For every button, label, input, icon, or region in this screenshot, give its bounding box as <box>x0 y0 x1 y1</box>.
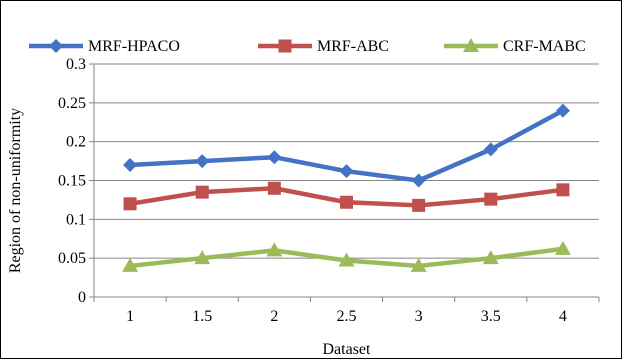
legend-marker <box>278 39 292 53</box>
data-point <box>556 183 570 197</box>
data-point <box>410 257 427 272</box>
data-point <box>338 252 355 267</box>
data-point <box>122 257 139 272</box>
data-point <box>195 185 209 199</box>
x-tick-label: 2 <box>270 308 278 325</box>
data-point <box>339 164 354 179</box>
legend: MRF-HPACO MRF-ABC CRF-MABC <box>29 38 586 55</box>
data-point <box>266 242 283 257</box>
legend-label: CRF-MABC <box>503 38 586 55</box>
data-point <box>554 240 571 255</box>
x-tick-label: 4 <box>559 308 567 325</box>
y-tick-label: 0.05 <box>58 250 86 267</box>
data-point <box>267 181 281 195</box>
y-tick-label: 0.25 <box>58 95 86 112</box>
x-tick-label: 3.5 <box>481 308 501 325</box>
data-point <box>123 157 138 172</box>
x-tick-label: 1.5 <box>192 308 212 325</box>
data-point <box>194 250 211 265</box>
legend-item: MRF-HPACO <box>29 38 180 55</box>
data-point <box>483 142 498 157</box>
legend-label: MRF-HPACO <box>88 38 180 55</box>
axes <box>89 63 600 302</box>
y-tick-label: 0.2 <box>66 134 86 151</box>
x-tick-label: 3 <box>415 308 423 325</box>
y-tick-label: 0.1 <box>66 211 86 228</box>
y-tick-label: 0.15 <box>58 173 86 190</box>
legend-label: MRF-ABC <box>317 38 389 55</box>
series-lines <box>122 103 571 272</box>
x-tick-label: 2.5 <box>337 308 357 325</box>
data-point <box>267 150 282 165</box>
y-tick-label: 0.3 <box>66 56 86 73</box>
x-axis-title: Dataset <box>323 341 372 358</box>
x-tick-label: 1 <box>126 308 134 325</box>
data-point <box>412 198 426 212</box>
data-point <box>555 103 570 118</box>
data-point <box>195 154 210 169</box>
legend-marker <box>49 39 63 53</box>
y-axis-title: Region of non-uniformity <box>7 108 24 273</box>
grid-lines <box>94 63 599 259</box>
data-point <box>340 195 353 209</box>
data-point <box>123 197 137 211</box>
data-point <box>411 173 426 188</box>
series-mrf-abc <box>123 181 570 212</box>
y-tick-label: 0 <box>78 289 86 306</box>
tick-labels: 0 0.05 0.1 0.15 0.2 0.25 0.3 1 1.5 2 2.5 3 3.5 4 <box>58 56 567 325</box>
data-point <box>484 192 498 206</box>
legend-marker <box>463 38 479 52</box>
data-point <box>482 250 499 265</box>
series-crf-mabc <box>122 240 571 272</box>
series-mrf-hpaco <box>123 103 570 188</box>
legend-item: MRF-ABC <box>258 38 389 55</box>
legend-item: CRF-MABC <box>444 38 586 55</box>
